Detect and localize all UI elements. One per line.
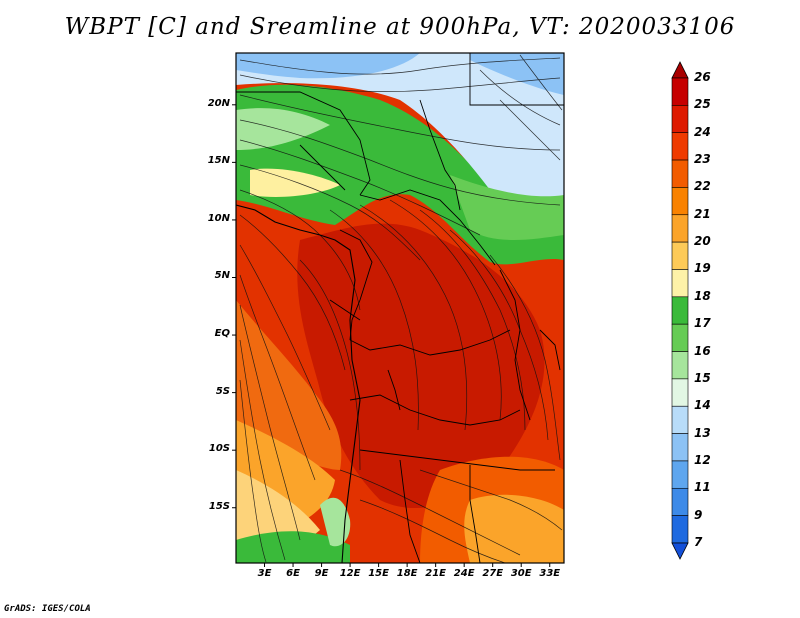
colorbar-swatch [671, 241, 689, 270]
colorbar-swatch [671, 433, 689, 462]
country-borders [236, 53, 564, 563]
colorbar-label: 20 [694, 234, 711, 249]
lon-label: 3E [257, 568, 272, 579]
lat-label: 15S [208, 500, 230, 512]
lon-label: 9E [314, 568, 329, 579]
axis-ticks [232, 104, 551, 567]
colorbar-label: 9 [694, 507, 703, 522]
colorbar-label: 21 [694, 206, 711, 221]
wbpt-ne-green [450, 175, 564, 240]
colorbar-swatch [671, 269, 689, 298]
colorbar-swatch [671, 378, 689, 407]
colorbar-swatch [671, 132, 689, 161]
colorbar-swatch [671, 77, 689, 106]
lat-label: 5N [214, 270, 230, 282]
colorbar-label: 23 [694, 152, 711, 167]
wbpt-ocean-orange [236, 300, 342, 470]
lon-label: 12E [339, 568, 361, 579]
colorbar-swatch [671, 296, 689, 325]
wbpt-se-mild [464, 494, 564, 563]
lon-label: 21E [425, 568, 447, 579]
colorbar-label: 22 [694, 179, 711, 194]
colorbar-swatch [671, 460, 689, 489]
lon-label: 18E [396, 568, 418, 579]
colorbar-label: 25 [694, 97, 711, 112]
colorbar-swatch [671, 159, 689, 188]
colorbar-swatch [671, 187, 689, 216]
colorbar-label: 16 [694, 343, 711, 358]
lat-label: 5S [215, 385, 230, 397]
colorbar-swatch [671, 351, 689, 380]
colorbar-swatch [671, 487, 689, 516]
wbpt-sahel-lightgreen [236, 108, 330, 150]
lat-label: 15N [207, 155, 230, 167]
streamlines [239, 54, 563, 563]
colorbar-top-arrow [671, 61, 689, 79]
map-frame [235, 52, 565, 564]
colorbar-bottom-arrow [671, 542, 689, 560]
lon-label: 24E [453, 568, 475, 579]
lat-label: 10N [207, 212, 230, 224]
lat-label: EQ [214, 328, 230, 340]
colorbar-label: 15 [694, 370, 711, 385]
wbpt-south-green [236, 531, 350, 563]
footer-credit: GrADS: IGES/COLA [4, 604, 91, 614]
colorbar-swatch [671, 323, 689, 352]
lat-label: 10S [208, 443, 230, 455]
colorbar-swatch [671, 105, 689, 134]
colorbar [671, 61, 689, 560]
coastline [236, 204, 361, 563]
colorbar-swatch [671, 214, 689, 243]
colorbar-label: 17 [694, 316, 711, 331]
colorbar-swatch [671, 405, 689, 434]
lon-label: 30E [510, 568, 532, 579]
lon-label: 27E [482, 568, 504, 579]
colorbar-label: 14 [694, 398, 711, 413]
colorbar-swatch [671, 515, 689, 544]
lon-label: 33E [539, 568, 561, 579]
colorbar-label: 11 [694, 480, 711, 495]
colorbar-label: 13 [694, 425, 711, 440]
lat-label: 20N [207, 97, 230, 109]
wbpt-sahara-blue-light [236, 53, 564, 226]
lon-label: 6E [286, 568, 300, 579]
wbpt-south-lightgreen [320, 497, 351, 547]
colorbar-label: 12 [694, 452, 711, 467]
colorbar-label: 24 [694, 124, 711, 139]
lon-label: 15E [368, 568, 389, 579]
wbpt-sahara-blue-ne [470, 53, 564, 95]
colorbar-label: 7 [694, 535, 703, 549]
colorbar-label: 19 [694, 261, 711, 276]
colorbar-label: 18 [694, 288, 711, 303]
wbpt-sahara-blue [236, 53, 420, 79]
colorbar-label: 26 [694, 70, 711, 84]
map-title: WBPT [C] and Sreamline at 900hPa, VT: 20… [64, 14, 736, 40]
